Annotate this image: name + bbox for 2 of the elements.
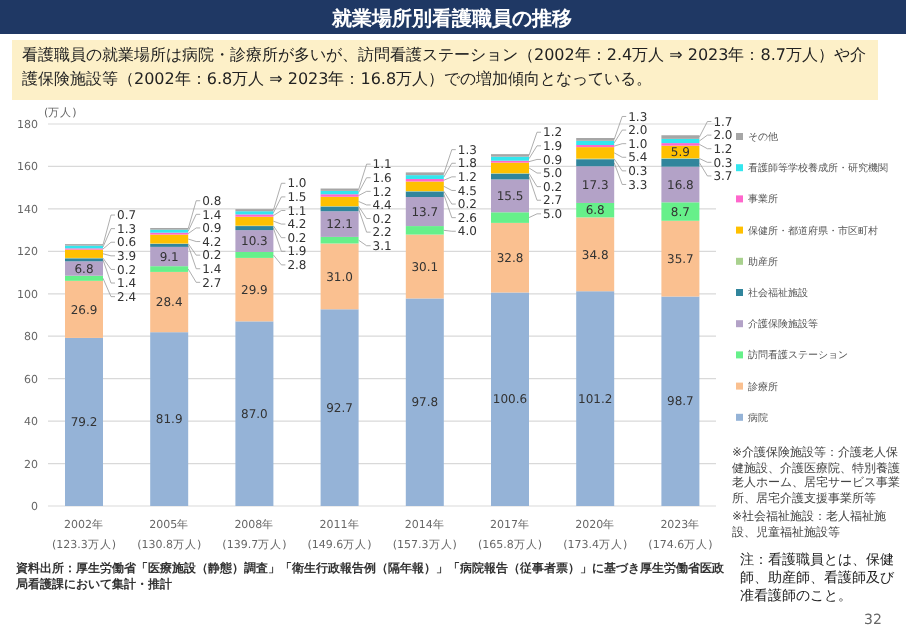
chart-title: 就業場所別看護職員の推移: [330, 7, 572, 31]
chart-subtitle: 看護職員の就業場所は病院・診療所が多いが、訪問看護ステーション（2002年：2.4万人 ⇒ 2023年：8.7万人）や介護保険施設等（2002年：6.8万人 ⇒ 2023年：16.8万人）での増加傾向となっている。: [12, 40, 878, 100]
